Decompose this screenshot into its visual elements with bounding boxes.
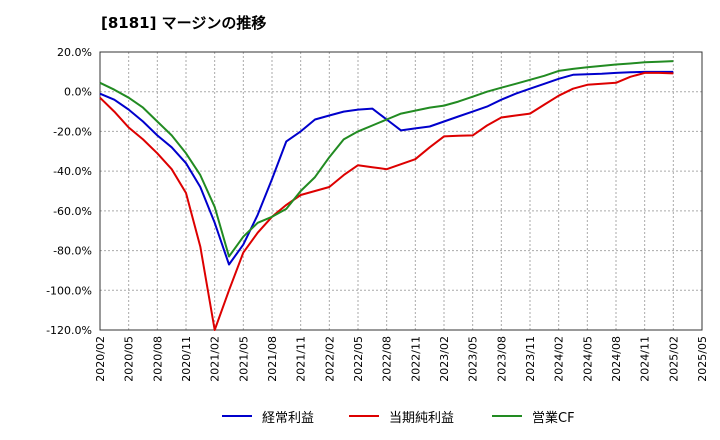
x-tick-label: 2024/08 <box>610 336 623 382</box>
x-tick-label: 2024/11 <box>639 336 652 382</box>
legend-label-eigyo-cf: 営業CF <box>532 410 575 426</box>
x-tick-label: 2020/11 <box>180 336 193 382</box>
y-tick-label: -40.0% <box>53 165 92 178</box>
plot-frame <box>99 51 703 331</box>
grid-layer <box>99 51 703 331</box>
x-tick-label: 2020/08 <box>151 336 164 382</box>
series-line-1 <box>99 71 674 331</box>
legend-item-junrieki: 当期純利益 <box>349 404 454 428</box>
x-axis-ticks: 2020/02 2020/05 2020/08 2020/11 2021/02 2021/… <box>94 336 709 382</box>
y-tick-label: -60.0% <box>53 205 92 218</box>
x-tick-label: 2024/05 <box>581 336 594 382</box>
x-tick-label: 2021/08 <box>266 336 279 382</box>
x-tick-label: 2021/11 <box>295 336 308 382</box>
y-tick-label: -20.0% <box>53 125 92 138</box>
legend: 経常利益 当期純利益 営業CF <box>0 404 720 428</box>
legend-label-keijo: 経常利益 <box>262 410 315 426</box>
legend-swatch-junrieki <box>349 415 379 417</box>
x-tick-label: 2022/11 <box>409 336 422 382</box>
legend-swatch-keijo <box>222 415 252 417</box>
legend-item-eigyo-cf: 営業CF <box>492 404 575 428</box>
x-tick-label: 2022/02 <box>323 336 336 382</box>
x-tick-label: 2021/05 <box>237 336 250 382</box>
x-tick-label: 2021/02 <box>209 336 222 382</box>
legend-item-keijo: 経常利益 <box>222 404 314 428</box>
x-tick-label: 2023/05 <box>467 336 480 382</box>
x-tick-label: 2020/02 <box>94 336 107 382</box>
series-line-2 <box>99 60 674 258</box>
x-tick-label: 2020/05 <box>123 336 136 382</box>
x-tick-label: 2023/11 <box>524 336 537 382</box>
x-tick-label: 2025/05 <box>696 336 709 382</box>
y-axis-ticks: 20.0% 0.0% -20.0% -40.0% -60.0% -80.0% -100.0%… <box>46 46 92 337</box>
x-tick-label: 2022/08 <box>381 336 394 382</box>
y-tick-label: 20.0% <box>57 46 92 59</box>
y-tick-label: 0.0% <box>64 86 92 99</box>
series-layer <box>99 60 674 331</box>
y-tick-label: -120.0% <box>46 324 92 337</box>
x-tick-label: 2023/08 <box>495 336 508 382</box>
x-tick-label: 2025/02 <box>667 336 680 382</box>
legend-swatch-eigyo-cf <box>492 415 522 417</box>
y-tick-label: -80.0% <box>53 245 92 258</box>
x-tick-label: 2022/05 <box>352 336 365 382</box>
legend-label-junrieki: 当期純利益 <box>389 410 455 426</box>
y-tick-label: -100.0% <box>46 284 92 297</box>
x-tick-label: 2023/02 <box>438 336 451 382</box>
x-tick-label: 2024/02 <box>553 336 566 382</box>
chart-title: [8181] マージンの推移 <box>101 14 267 32</box>
